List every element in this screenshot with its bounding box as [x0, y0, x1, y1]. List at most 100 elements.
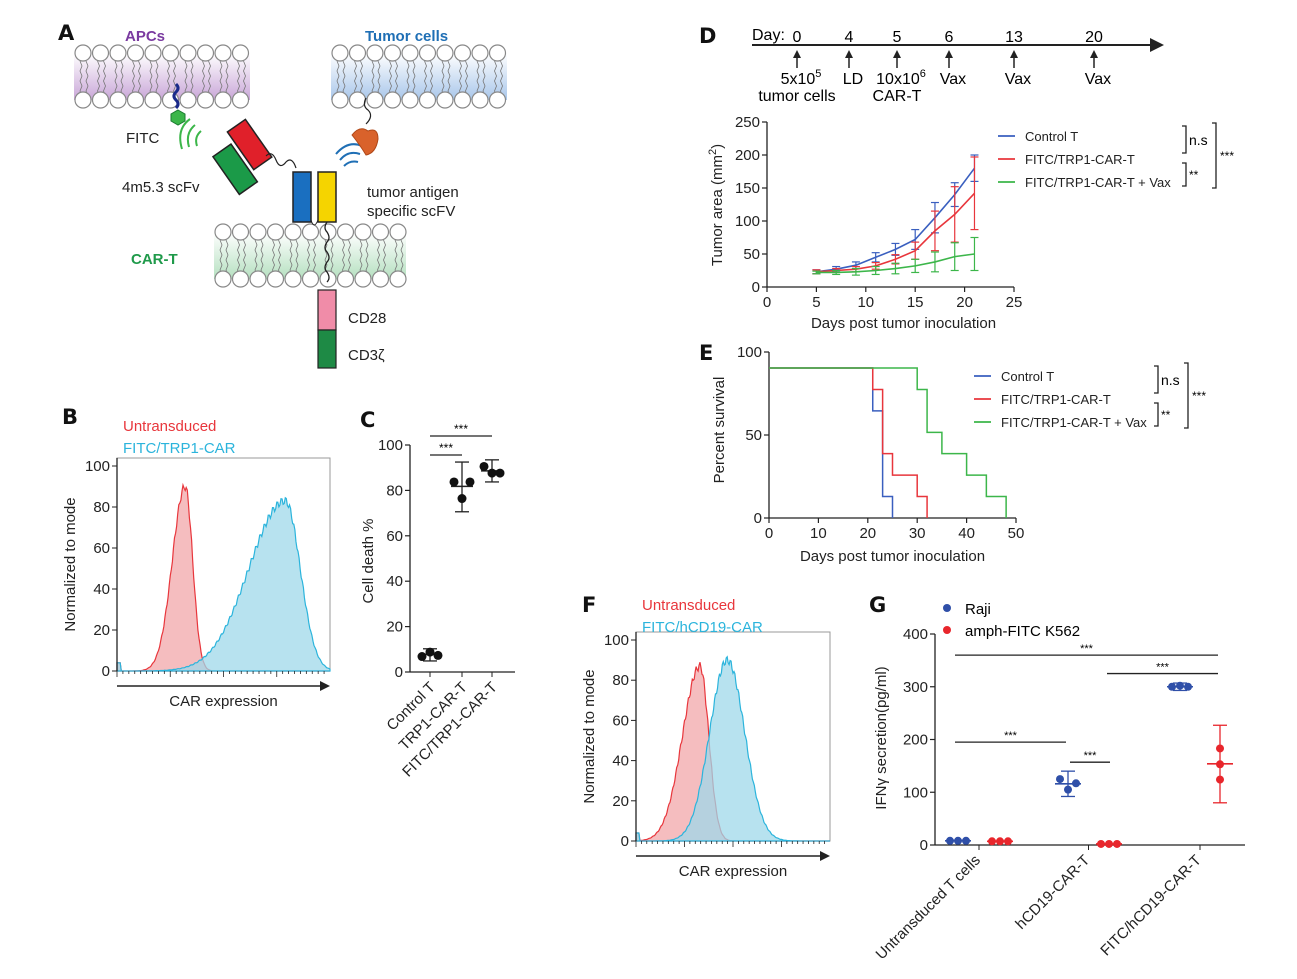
- y-tick-label: 50: [745, 427, 762, 444]
- lipid-head: [266, 223, 285, 241]
- y-tick-label: 60: [612, 712, 629, 729]
- apcs-label: APCs: [125, 28, 165, 45]
- legend-label: Control T: [1025, 129, 1078, 144]
- vl-domain-icon: [317, 171, 337, 223]
- legend-label: Control T: [1001, 369, 1054, 384]
- y-axis-label-end: ): [709, 144, 726, 149]
- legend-label: Raji: [965, 601, 991, 618]
- y-tick-label: 80: [93, 499, 110, 516]
- y-tick-label: 100: [85, 458, 110, 475]
- lipid-head: [214, 44, 232, 62]
- lipid-head: [389, 270, 407, 288]
- panel-label-e: E: [699, 341, 713, 365]
- lipid-head: [331, 91, 349, 109]
- lipid-head: [179, 91, 197, 109]
- y-tick-label: 60: [386, 528, 403, 545]
- lipid-head: [371, 223, 390, 241]
- x-axis-label: Days post tumor inoculation: [800, 548, 985, 565]
- data-point: [1113, 839, 1121, 848]
- survival-curve-fitc-trp1-car-t-vax: [769, 367, 1007, 518]
- significance-label: ***: [1156, 662, 1170, 674]
- y-axis-label-exponent: 2: [707, 149, 719, 155]
- data-point: [1176, 681, 1184, 690]
- x-tick-label: FITC/hCD19-CAR-T: [1097, 852, 1204, 959]
- x-axis-label: Days post tumor inoculation: [811, 315, 996, 332]
- y-tick-label: 0: [395, 664, 403, 681]
- x-tick-label: hCD19-CAR-T: [1012, 852, 1093, 933]
- lipid-head: [453, 44, 472, 62]
- y-axis-label: Cell death %: [360, 518, 377, 603]
- lipid-head: [214, 270, 232, 288]
- histogram-fitc-hcd19-car: [635, 655, 830, 842]
- y-tick-label: 20: [93, 622, 110, 639]
- data-point: [449, 477, 459, 487]
- lipid-head: [383, 91, 402, 109]
- y-tick-label: 0: [754, 510, 762, 527]
- lipid-head: [144, 44, 162, 62]
- panel-label-f: F: [582, 593, 596, 617]
- histogram-fitc-trp1-car: [116, 496, 331, 672]
- significance-label: ***: [1080, 643, 1094, 655]
- x-tick-label: 40: [958, 525, 975, 542]
- panel-label-g: G: [869, 593, 886, 617]
- day-number: 5: [893, 29, 902, 46]
- legend-label: FITC/TRP1-CAR-T: [1001, 392, 1111, 407]
- arrow-head-icon: [893, 50, 901, 58]
- data-point: [1097, 839, 1105, 848]
- y-tick-label: 100: [604, 632, 629, 649]
- significance-label: **: [1161, 408, 1171, 422]
- tumor-antigen-label: tumor antigen: [367, 184, 459, 201]
- significance-bracket: [1184, 362, 1189, 429]
- legend-marker: [943, 604, 951, 612]
- arrow-head-icon: [793, 50, 801, 58]
- lipid-head: [161, 44, 180, 62]
- data-point: [1105, 839, 1113, 848]
- lipid-head: [179, 44, 197, 62]
- day-number: 13: [1005, 29, 1023, 46]
- significance-label: ***: [439, 441, 453, 455]
- data-point: [417, 652, 427, 662]
- lipid-head: [319, 223, 337, 241]
- panel-label-c: C: [360, 408, 375, 432]
- event-label-text: Vax: [1085, 71, 1111, 88]
- y-axis-label: Normalized to mode: [581, 669, 598, 803]
- cd28-domain-icon: [317, 289, 337, 331]
- y-tick-label: 0: [621, 833, 629, 850]
- lipid-head: [249, 270, 267, 288]
- histogram-panel-f: Untransduced FITC/hCD19-CAR 0 20 40 60 80 100 CA…: [581, 597, 831, 880]
- day-number: 20: [1085, 29, 1103, 46]
- arrow-head-icon: [1150, 38, 1164, 52]
- data-point: [495, 468, 505, 478]
- lipid-head: [471, 91, 489, 109]
- lipid-head: [383, 44, 402, 62]
- hinge-linker-icon: [265, 153, 297, 169]
- day-number: 4: [845, 29, 854, 46]
- lipid-head: [196, 44, 215, 62]
- car-t-schematic: APCs Tumor cells FITC 4m5.3 scFv tumor a…: [74, 28, 507, 369]
- arrow-head-icon: [1010, 50, 1018, 58]
- lipid-head: [91, 44, 110, 62]
- vh-domain-icon: [292, 171, 312, 223]
- legend-label: FITC/TRP1-CAR-T: [1025, 152, 1135, 167]
- y-tick-label: 80: [612, 672, 629, 689]
- binding-waves-blue-icon: [335, 143, 363, 167]
- arrow-head-icon: [820, 851, 830, 861]
- lipid-head: [231, 91, 250, 109]
- data-point: [946, 836, 954, 845]
- y-axis-label: Percent survival: [711, 377, 728, 484]
- significance-bracket: [1212, 122, 1217, 189]
- cd3z-label: CD3ζ: [348, 347, 385, 364]
- significance-label: ***: [454, 422, 468, 436]
- lipid-head: [354, 270, 372, 288]
- event-label-line2: CAR-T: [873, 88, 922, 105]
- y-tick-label: 40: [93, 581, 110, 598]
- event-label-text: Vax: [940, 71, 966, 88]
- lipid-head: [109, 44, 127, 62]
- significance-bracket: [1154, 402, 1159, 427]
- y-tick-label: 250: [735, 114, 760, 131]
- tumor-antigen-label-2: specific scFV: [367, 203, 455, 220]
- survival-curve-control-t: [769, 367, 894, 518]
- lipid-head: [371, 270, 390, 288]
